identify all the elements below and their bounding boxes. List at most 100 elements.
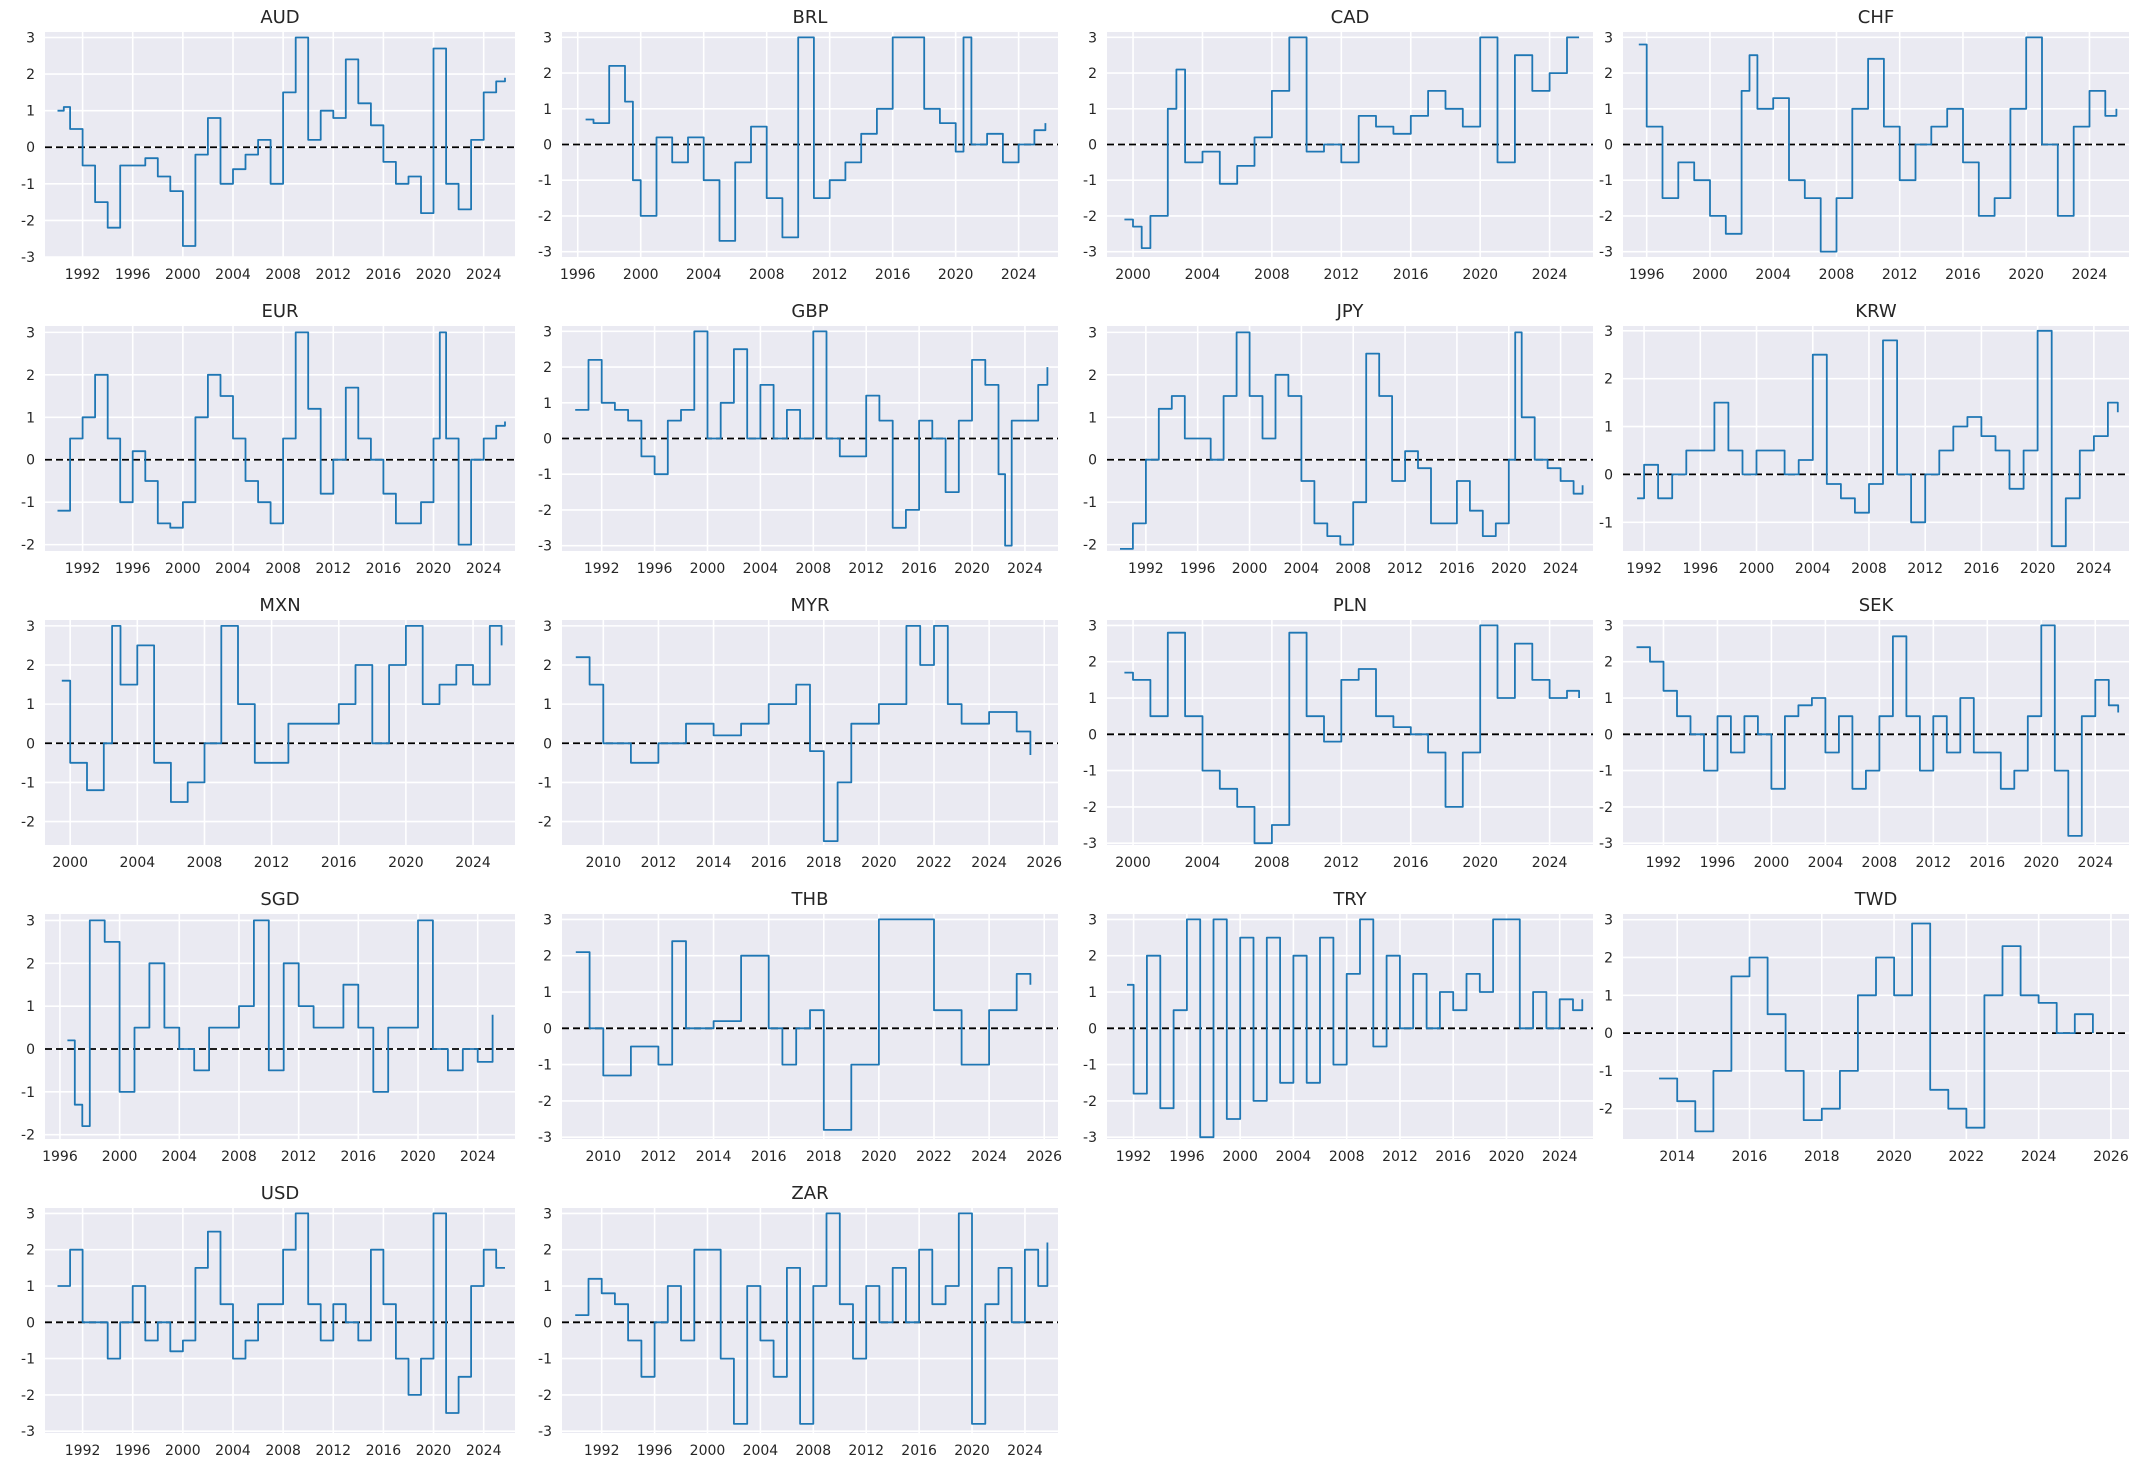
y-tick-label: -2	[538, 1094, 552, 1110]
y-tick-label: 1	[1604, 420, 1613, 436]
x-tick-label: 2004	[1185, 855, 1221, 871]
y-tick-label: 1	[543, 396, 552, 412]
y-tick-label: 1	[543, 1279, 552, 1295]
x-tick-label: 2008	[1329, 1149, 1365, 1165]
x-tick-label: 2000	[690, 1443, 726, 1459]
x-tick-label: 2020	[388, 855, 424, 871]
x-tick-label: 1992	[1626, 561, 1662, 577]
series-line-jpy	[1120, 331, 1584, 550]
x-tick-label: 2016	[1732, 1149, 1768, 1165]
x-tick-label: 1996	[637, 561, 673, 577]
x-tick-label: 2004	[215, 561, 251, 577]
x-tick-label: 2016	[321, 855, 357, 871]
x-tick-label: 2024	[2077, 855, 2113, 871]
y-tick-label: -1	[21, 1085, 35, 1101]
series-line-twd	[1659, 922, 2094, 1133]
x-tick-label: 2020	[416, 1443, 452, 1459]
y-tick-label: 3	[543, 912, 552, 928]
x-tick-label: 2024	[1532, 267, 1568, 283]
y-tick-label: -2	[538, 1388, 552, 1404]
y-tick-label: 2	[1604, 372, 1613, 388]
panel-gbp: 1992 1996 2000 2004 2008 2012 2016 2020 2024 -3 -2…	[538, 301, 1058, 577]
y-tick-label: -2	[538, 815, 552, 831]
x-tick-label: 2016	[1964, 561, 2000, 577]
series-line-myr	[575, 625, 1032, 842]
y-tick-label: -3	[1083, 245, 1097, 261]
x-tick-label: 2018	[1804, 1149, 1840, 1165]
y-tick-label: -2	[1083, 538, 1097, 554]
x-tick-label: 2024	[971, 855, 1007, 871]
x-tick-label: 2012	[1324, 267, 1360, 283]
x-tick-label: 2020	[954, 1443, 990, 1459]
x-tick-label: 2008	[795, 561, 831, 577]
panel-title: EUR	[261, 301, 298, 322]
x-tick-label: 1992	[1646, 855, 1682, 871]
x-tick-label: 2012	[254, 855, 290, 871]
y-tick-label: 1	[1088, 102, 1097, 118]
y-tick-label: -3	[538, 1424, 552, 1440]
y-tick-label: 1	[1604, 691, 1613, 707]
x-tick-label: 1996	[1180, 561, 1216, 577]
plot-area	[1107, 620, 1593, 845]
x-tick-label: 2008	[265, 267, 301, 283]
series-line-sgd	[67, 919, 494, 1127]
plot-area	[45, 1208, 515, 1433]
panel-title: TRY	[1332, 889, 1367, 910]
y-tick-label: 0	[1604, 727, 1613, 743]
x-tick-label: 2024	[460, 1149, 496, 1165]
x-tick-label: 2004	[1276, 1149, 1312, 1165]
x-tick-label: 2016	[1945, 267, 1981, 283]
series-line-try	[1127, 918, 1584, 1139]
y-tick-label: 0	[26, 1315, 35, 1331]
x-tick-label: 2008	[1819, 267, 1855, 283]
x-tick-label: 2012	[1324, 855, 1360, 871]
y-tick-label: 0	[543, 432, 552, 448]
y-tick-label: 0	[543, 736, 552, 752]
x-tick-label: 1992	[65, 1443, 101, 1459]
x-tick-label: 1992	[584, 561, 620, 577]
y-tick-label: -1	[538, 1352, 552, 1368]
x-tick-label: 2024	[2076, 561, 2112, 577]
x-tick-label: 2020	[1462, 267, 1498, 283]
x-tick-label: 2016	[751, 1149, 787, 1165]
y-tick-label: -3	[21, 250, 35, 266]
panel-title: ZAR	[791, 1183, 828, 1204]
y-tick-label: 1	[1604, 988, 1613, 1004]
y-tick-label: 2	[1604, 950, 1613, 966]
x-tick-label: 1992	[1116, 1149, 1152, 1165]
y-tick-label: 2	[1088, 655, 1097, 671]
panel-twd: 2014 2016 2018 2020 2022 2024 2026 -2 -1 0 1 2 3 TWD	[1599, 889, 2129, 1165]
y-tick-label: -2	[538, 209, 552, 225]
x-tick-label: 2024	[455, 855, 491, 871]
y-tick-label: 2	[543, 66, 552, 82]
panel-title: SGD	[260, 889, 299, 910]
x-tick-label: 2012	[641, 1149, 677, 1165]
x-tick-label: 2024	[2021, 1149, 2057, 1165]
y-tick-label: -3	[1599, 836, 1613, 852]
y-tick-label: -1	[21, 177, 35, 193]
y-tick-label: -2	[1599, 1102, 1613, 1118]
y-tick-label: 3	[1088, 618, 1097, 634]
x-tick-label: 2016	[366, 561, 402, 577]
y-tick-label: 0	[543, 1315, 552, 1331]
panel-title: AUD	[260, 7, 299, 28]
panel-title: KRW	[1855, 301, 1897, 322]
series-line-aud	[57, 36, 506, 247]
panel-cad: 2000 2004 2008 2012 2016 2020 2024 -3 -2 -1 0 1 2 3 CA…	[1083, 7, 1593, 283]
y-tick-label: -3	[1083, 1130, 1097, 1146]
plot-area	[562, 1208, 1058, 1433]
series-line-thb	[575, 918, 1032, 1131]
x-tick-label: 2012	[1907, 561, 1943, 577]
x-tick-label: 2024	[1543, 561, 1579, 577]
x-tick-label: 2000	[102, 1149, 138, 1165]
x-tick-label: 2008	[221, 1149, 257, 1165]
y-tick-label: 3	[543, 324, 552, 340]
y-tick-label: -1	[1599, 515, 1613, 531]
y-tick-label: -3	[538, 539, 552, 555]
x-tick-label: 2012	[281, 1149, 317, 1165]
y-tick-label: -1	[538, 775, 552, 791]
x-tick-label: 2000	[1115, 855, 1151, 871]
x-tick-label: 2004	[215, 1443, 251, 1459]
x-tick-label: 2024	[971, 1149, 1007, 1165]
